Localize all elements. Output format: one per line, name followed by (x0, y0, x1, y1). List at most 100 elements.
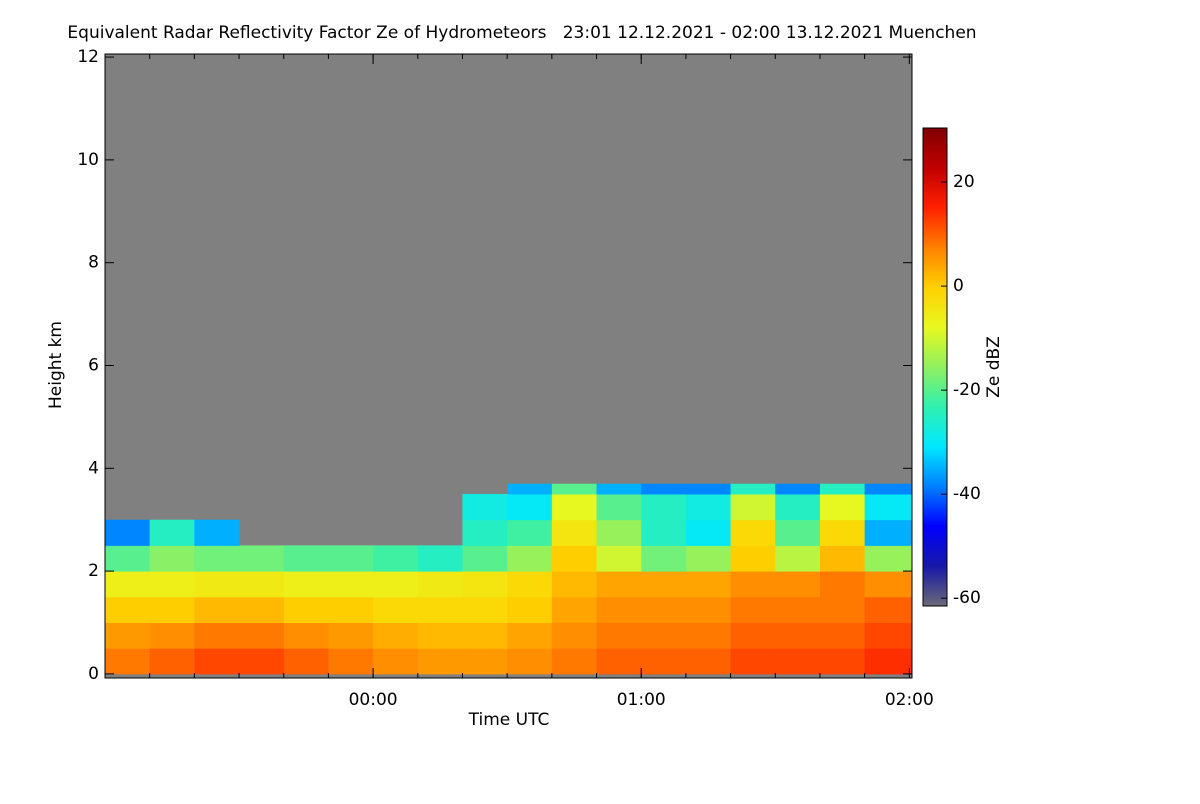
heatmap-cell (417, 571, 463, 598)
heatmap-cell (775, 483, 821, 495)
heatmap-cell (775, 519, 821, 546)
heatmap-cell (730, 493, 776, 521)
heatmap-cell (641, 596, 687, 623)
heatmap-cell (819, 545, 866, 572)
heatmap-cell (149, 596, 195, 623)
heatmap-cell (864, 545, 913, 572)
heatmap-cell (819, 571, 866, 598)
heatmap-cell (819, 493, 866, 521)
heatmap-cell (551, 519, 598, 546)
heatmap-cell (462, 622, 508, 649)
heatmap-cell (596, 648, 642, 675)
colorbar (922, 127, 948, 607)
colorbar-tick-label: 20 (953, 172, 975, 192)
heatmap-cell (641, 648, 687, 675)
heatmap-cell (864, 596, 913, 623)
heatmap-cell (685, 493, 732, 521)
heatmap-cell (551, 483, 598, 495)
heatmap-cell (462, 545, 508, 572)
heatmap-cell (149, 648, 195, 675)
heatmap-cell (864, 519, 913, 546)
heatmap-cell (685, 571, 732, 598)
heatmap-cell (596, 545, 642, 572)
x-axis-label: Time UTC (468, 710, 550, 730)
heatmap-cell (730, 545, 776, 572)
heatmap-cell (105, 622, 151, 649)
heatmap-cell (507, 483, 553, 495)
y-tick-label: 12 (77, 47, 99, 67)
heatmap-cell (373, 622, 419, 649)
heatmap-cell (507, 519, 553, 546)
heatmap-cell (194, 545, 240, 572)
heatmap-cell (194, 648, 240, 675)
y-tick-label: 2 (88, 561, 99, 581)
y-tick-label: 6 (88, 355, 99, 375)
heatmap-cell (507, 648, 553, 675)
heatmap-cell (819, 622, 866, 649)
heatmap-cell (819, 519, 866, 546)
heatmap-cell (730, 571, 776, 598)
heatmap-cell (373, 648, 419, 675)
heatmap-cell (730, 622, 776, 649)
heatmap-cell (641, 571, 687, 598)
heatmap-cell (507, 545, 553, 572)
heatmap-cell (283, 622, 329, 649)
heatmap-cell (730, 519, 776, 546)
heatmap-cell (730, 483, 776, 495)
heatmap-cell (775, 571, 821, 598)
chart-title: Equivalent Radar Reflectivity Factor Ze … (67, 23, 976, 43)
heatmap-cell (283, 571, 329, 598)
y-tick-label: 0 (88, 664, 99, 684)
heatmap-cell (373, 545, 419, 572)
heatmap-cell (283, 596, 329, 623)
heatmap-cell (864, 493, 913, 521)
heatmap-cell (685, 545, 732, 572)
heatmap-cell (194, 571, 240, 598)
heatmap-cell (596, 622, 642, 649)
x-tick-label: 01:00 (617, 690, 666, 710)
x-tick-label: 00:00 (349, 690, 398, 710)
heatmap-cell (328, 648, 374, 675)
heatmap-cell (149, 519, 195, 546)
heatmap-cell (596, 571, 642, 598)
heatmap-cell (462, 596, 508, 623)
heatmap-cell (641, 545, 687, 572)
heatmap-cell (239, 622, 285, 649)
heatmap-cell (775, 545, 821, 572)
heatmap-cell (819, 596, 866, 623)
heatmap-cell (149, 545, 195, 572)
heatmap-cell (685, 596, 732, 623)
heatmap-cell (373, 596, 419, 623)
heatmap-cell (149, 571, 195, 598)
heatmap-cell (462, 571, 508, 598)
heatmap-cell (105, 545, 151, 572)
heatmap-cell (864, 483, 913, 495)
heatmap-cell (417, 622, 463, 649)
heatmap-cell (105, 596, 151, 623)
heatmap-cell (775, 622, 821, 649)
colorbar-tick-label: -20 (953, 380, 981, 400)
heatmap-cell (149, 622, 195, 649)
heatmap-cell (551, 545, 598, 572)
heatmap-cell (417, 545, 463, 572)
heatmap-cell (239, 648, 285, 675)
heatmap-cell (105, 571, 151, 598)
heatmap-cell (507, 596, 553, 623)
heatmap-cell (641, 622, 687, 649)
heatmap-cell (194, 622, 240, 649)
heatmap-cell (685, 648, 732, 675)
heatmap-cell (239, 571, 285, 598)
heatmap-cell (462, 493, 508, 521)
y-tick-label: 10 (77, 150, 99, 170)
colorbar-tick-label: -60 (953, 588, 981, 608)
heatmap-cell (194, 519, 240, 546)
heatmap-cell (730, 596, 776, 623)
heatmap-cell (328, 571, 374, 598)
heatmap-cell (730, 648, 776, 675)
heatmap-cell (507, 622, 553, 649)
heatmap-cell (864, 648, 913, 675)
heatmap-cell (417, 596, 463, 623)
heatmap-cell (685, 519, 732, 546)
heatmap-cell (328, 596, 374, 623)
